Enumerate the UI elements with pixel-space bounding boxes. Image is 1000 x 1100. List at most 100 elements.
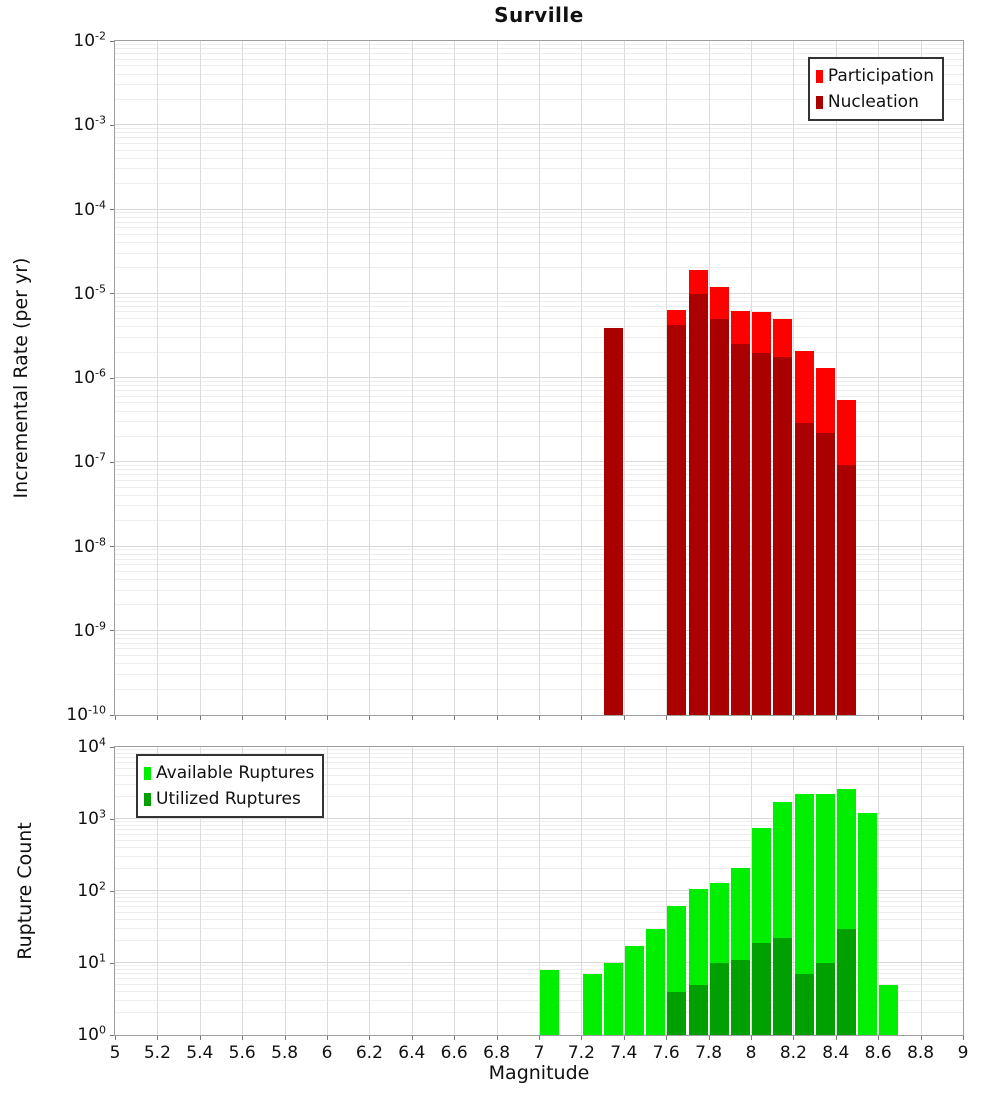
vertical-gridline [411, 747, 413, 1035]
y-tick-label: 10-2 [73, 29, 106, 51]
x-tick-mark [793, 1036, 795, 1040]
y-tick-label: 102 [77, 879, 106, 901]
x-tick-mark [708, 1036, 710, 1040]
x-tick-mark [963, 716, 964, 720]
legend-count: Available Ruptures Utilized Ruptures [136, 754, 325, 818]
utilized-bar [667, 991, 687, 1035]
nucleation-bar [730, 344, 750, 715]
y-tick-mark [110, 1034, 114, 1036]
y-tick-label: 10-6 [73, 366, 106, 388]
x-tick-label: 7.4 [610, 1043, 638, 1063]
nucleation-bar [815, 433, 835, 715]
x-tick-label: 7.6 [652, 1043, 680, 1063]
x-tick-mark [454, 1036, 456, 1040]
x-tick-mark [581, 1036, 583, 1040]
y-tick-mark [110, 714, 114, 716]
utilized-bar [688, 984, 708, 1035]
vertical-gridline [157, 41, 159, 715]
utilized-ruptures-legend-marker [144, 792, 151, 806]
x-tick-mark [284, 716, 286, 720]
nucleation-legend-marker [815, 95, 823, 109]
x-tick-mark [708, 716, 710, 720]
x-tick-label: 8.6 [864, 1043, 892, 1063]
available-bar [624, 946, 644, 1035]
legend-item-available: Available Ruptures [144, 760, 314, 786]
x-tick-label: 6.6 [440, 1043, 468, 1063]
y-tick-mark [110, 40, 114, 42]
x-tick-mark [369, 716, 371, 720]
vertical-gridline [835, 41, 837, 715]
vertical-gridline [157, 747, 159, 1035]
available-ruptures-legend-label: Available Ruptures [156, 763, 315, 783]
vertical-gridline [327, 41, 328, 715]
vertical-gridline [878, 41, 880, 715]
vertical-gridline [835, 747, 837, 1035]
x-tick-mark [666, 716, 668, 720]
vertical-gridline [284, 41, 286, 715]
incremental-rate-plot: Participation Nucleation [114, 40, 964, 716]
y-tick-label: 10-3 [73, 113, 106, 136]
x-tick-mark [539, 1036, 540, 1040]
y-tick-mark [110, 746, 114, 748]
x-tick-mark [284, 1036, 286, 1040]
vertical-gridline [751, 41, 752, 715]
nucleation-bar [709, 319, 729, 715]
y-tick-label: 101 [77, 951, 106, 973]
x-axis-label: Magnitude [488, 1062, 590, 1084]
utilized-bar [709, 963, 729, 1035]
y-tick-label: 10-4 [73, 197, 106, 220]
vertical-gridline [496, 747, 498, 1035]
x-tick-mark [920, 1036, 922, 1040]
vertical-gridline [496, 41, 498, 715]
available-bar [879, 984, 899, 1035]
utilized-ruptures-legend-label: Utilized Ruptures [156, 789, 301, 809]
x-tick-mark [242, 716, 244, 720]
vertical-gridline [708, 41, 710, 715]
vertical-gridline [284, 747, 286, 1035]
x-tick-mark [878, 1036, 880, 1040]
x-tick-label: 6.8 [483, 1043, 511, 1063]
vertical-gridline [623, 747, 625, 1035]
nucleation-bar [794, 423, 814, 715]
x-tick-label: 7.8 [695, 1043, 723, 1063]
x-tick-mark [793, 716, 795, 720]
x-tick-mark [539, 716, 540, 720]
y-tick-mark [110, 293, 114, 295]
vertical-gridline [454, 41, 456, 715]
y-tick-mark [110, 124, 114, 126]
vertical-gridline [327, 747, 328, 1035]
y-tick-label: 10-8 [73, 534, 106, 557]
x-tick-mark [199, 1036, 201, 1040]
x-tick-mark [835, 716, 837, 720]
y-tick-label: 103 [77, 807, 106, 829]
nucleation-legend-label: Nucleation [827, 92, 919, 112]
y-tick-mark [110, 377, 114, 379]
available-bar [582, 974, 602, 1035]
x-tick-label: 6.2 [355, 1043, 383, 1063]
vertical-gridline [666, 747, 668, 1035]
y-tick-label: 10-5 [73, 282, 106, 304]
x-tick-label: 5.2 [143, 1043, 171, 1063]
y-tick-mark [110, 962, 114, 964]
x-tick-label: 6.4 [398, 1043, 426, 1063]
y-tick-mark [110, 209, 114, 210]
x-tick-mark [199, 716, 201, 720]
x-tick-label: 7 [533, 1043, 545, 1063]
y-tick-label: 10-7 [73, 450, 106, 473]
vertical-gridline [623, 41, 625, 715]
y-axis-label-top: Incremental Rate (per yr) [10, 257, 32, 499]
x-tick-mark [581, 716, 583, 720]
y-tick-mark [110, 818, 114, 820]
y-tick-label: 104 [77, 735, 106, 757]
utilized-bar [730, 960, 750, 1035]
x-tick-label: 5.8 [271, 1043, 299, 1063]
vertical-gridline [793, 41, 795, 715]
x-tick-label: 5 [109, 1043, 121, 1063]
x-tick-mark [751, 716, 752, 720]
x-tick-label: 7.2 [567, 1043, 595, 1063]
vertical-gridline [878, 747, 880, 1035]
vertical-gridline [751, 747, 752, 1035]
vertical-gridline [793, 747, 795, 1035]
legend-item-participation: Participation [815, 63, 934, 89]
